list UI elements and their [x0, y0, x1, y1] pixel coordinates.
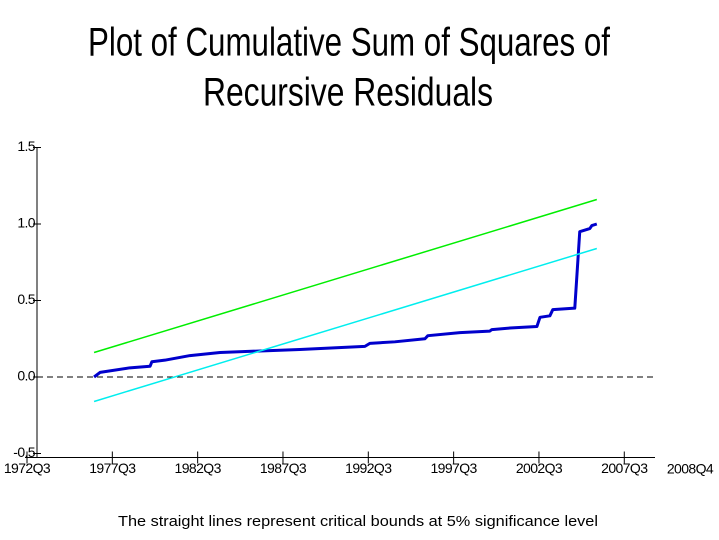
y-tick-label: 0.0 [17, 368, 35, 384]
y-tick-label: 1.0 [17, 215, 35, 231]
chart-title: Plot of Cumulative Sum of Squares of [88, 21, 611, 65]
x-tick-label: 2002Q3 [516, 460, 563, 476]
x-tick-label: 1987Q3 [260, 460, 307, 476]
x-tick-label: 1997Q3 [431, 460, 478, 476]
line [93, 198, 598, 354]
x-tick-label: 1982Q3 [175, 460, 222, 476]
y-tick-label: 1.5 [17, 138, 35, 154]
footnote: The straight lines represent critical bo… [118, 513, 598, 530]
x-end-label: 2008Q4 [667, 461, 714, 477]
y-tick-label: 0.5 [17, 291, 35, 307]
x-tick-label: 2007Q3 [601, 460, 648, 476]
chart-title: Recursive Residuals [203, 71, 493, 115]
line [93, 247, 598, 403]
line [93, 222, 598, 379]
x-tick-label: 1972Q3 [4, 460, 51, 476]
x-tick-label: 1992Q3 [345, 460, 392, 476]
x-tick-label: 1977Q3 [89, 460, 136, 476]
y-tick-label: -0.5 [13, 444, 36, 460]
